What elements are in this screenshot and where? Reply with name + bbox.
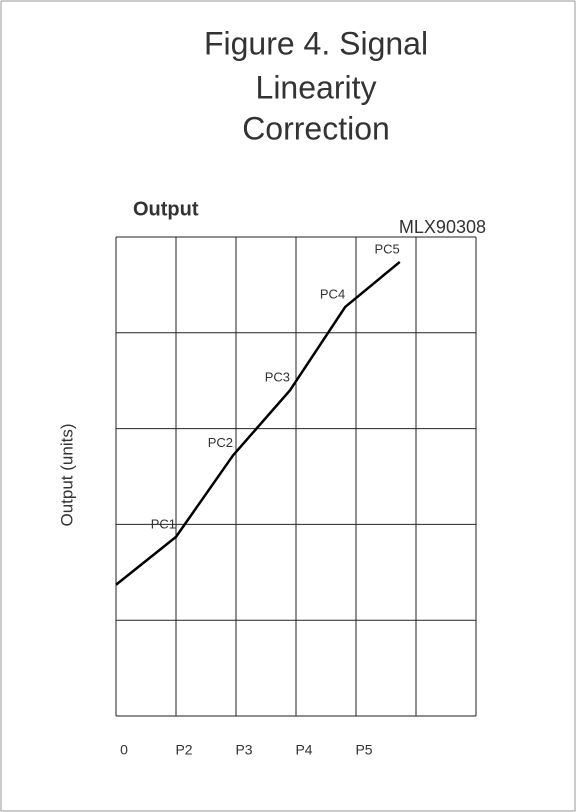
point-label: PC3 [265, 370, 290, 385]
point-label: PC2 [208, 435, 233, 450]
x-tick-label: P5 [355, 742, 372, 758]
y-axis-label: Output (units) [57, 424, 76, 527]
chart-title: Figure 4. Signal [204, 25, 428, 61]
x-tick-label: 0 [120, 742, 128, 758]
legend-label: MLX90308 [399, 217, 486, 237]
chart-header: Output [133, 198, 199, 220]
chart-title: Correction [242, 110, 390, 146]
point-label: PC4 [320, 286, 345, 301]
x-tick-label: P3 [235, 742, 252, 758]
point-label: PC1 [151, 516, 176, 531]
x-tick-label: P2 [175, 742, 192, 758]
point-label: PC5 [375, 241, 400, 256]
x-tick-label: P4 [295, 742, 312, 758]
data-line [115, 260, 401, 586]
chart-title: Linearity [256, 69, 377, 105]
